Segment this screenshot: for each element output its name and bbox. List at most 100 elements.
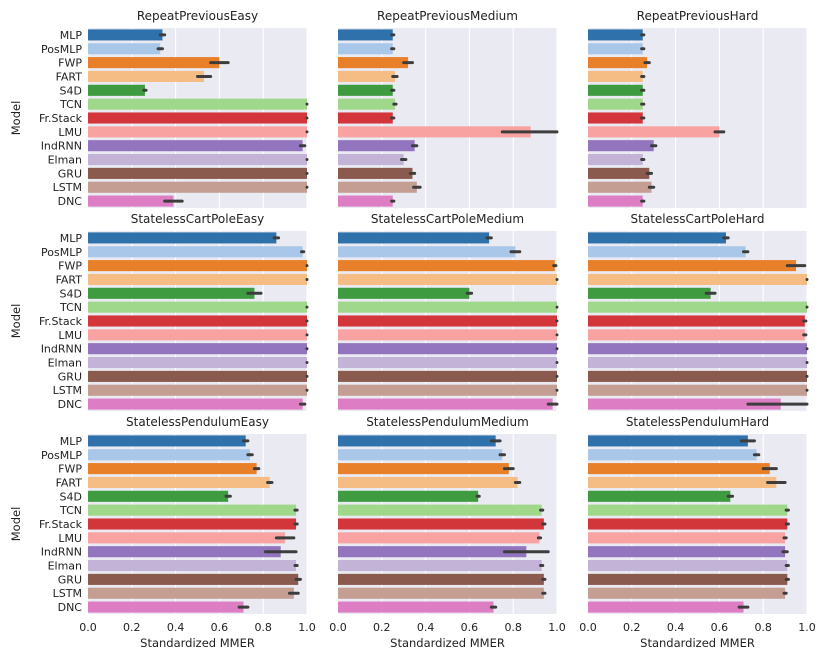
bar-lmu	[88, 329, 307, 341]
x-tick-label: 0.4	[417, 621, 435, 634]
bar-gru	[338, 370, 557, 382]
bar-lmu	[338, 126, 531, 138]
bar-elman	[588, 357, 807, 369]
bar-fwp	[88, 57, 220, 69]
panel-title: StatelessPendulumHard	[626, 415, 769, 429]
y-tick-label: Fr.Stack	[39, 518, 83, 531]
bar-lstm	[88, 181, 307, 193]
bar-posmlp	[588, 449, 757, 461]
y-tick-label: S4D	[60, 287, 82, 300]
bar-fr-stack	[588, 315, 805, 327]
bar-fwp	[338, 463, 509, 475]
y-tick-label: IndRNN	[41, 546, 82, 559]
y-tick-label: GRU	[58, 573, 82, 586]
bar-posmlp	[88, 246, 303, 258]
bar-lstm	[588, 587, 786, 599]
panel-statelesscartpolehard: StatelessCartPoleHard	[587, 212, 809, 411]
y-tick-label: S4D	[60, 490, 82, 503]
x-tick-label: 0.0	[579, 621, 597, 634]
x-tick-label: 0.0	[79, 621, 97, 634]
panel-title: StatelessCartPoleHard	[631, 212, 765, 226]
bar-gru	[588, 573, 788, 585]
bar-lmu	[88, 532, 286, 544]
panel-title: RepeatPreviousMedium	[377, 9, 518, 23]
bar-indrnn	[88, 546, 281, 558]
bar-gru	[588, 167, 650, 179]
y-tick-label: LSTM	[53, 384, 82, 397]
x-tick-label: 0.4	[167, 621, 185, 634]
bar-tcn	[588, 98, 643, 110]
y-tick-label: LMU	[58, 532, 82, 545]
panel-statelesscartpolemedium: StatelessCartPoleMedium	[337, 212, 559, 411]
bar-indrnn	[338, 343, 557, 355]
panel-repeatpreviousmedium: RepeatPreviousMedium	[337, 9, 559, 208]
y-tick-label: LSTM	[53, 181, 82, 194]
bar-fr-stack	[88, 112, 307, 124]
bar-s4d	[338, 490, 479, 502]
bar-fwp	[588, 463, 770, 475]
bar-mlp	[338, 29, 393, 41]
bar-lstm	[588, 181, 652, 193]
bar-fr-stack	[88, 518, 297, 530]
bar-fart	[338, 70, 395, 82]
y-tick-label: FWP	[58, 57, 82, 70]
bar-indrnn	[588, 140, 654, 152]
bar-s4d	[338, 287, 470, 299]
bar-dnc	[88, 601, 244, 613]
bar-elman	[338, 154, 404, 166]
bar-s4d	[88, 84, 145, 96]
panel-repeatpreviouseasy: RepeatPreviousEasy MLPPosMLPFWPFARTS4DTCN…	[9, 9, 309, 208]
bar-dnc	[338, 398, 553, 410]
y-tick-label: GRU	[58, 167, 82, 180]
bar-elman	[88, 154, 307, 166]
bar-fart	[338, 273, 557, 285]
bar-tcn	[588, 301, 807, 313]
panel-statelesscartpoleeasy: StatelessCartPoleEasy MLPPosMLPFWPFARTS4D…	[9, 212, 309, 411]
y-tick-label: GRU	[58, 370, 82, 383]
bar-dnc	[88, 398, 303, 410]
panel-statelesspendulummedium: StatelessPendulumMedium 0.0 0.2 0.4 0.6 0.8 1.…	[329, 415, 566, 650]
x-tick-label: 1.0	[798, 621, 816, 634]
bar-fr-stack	[588, 112, 643, 124]
bar-fwp	[88, 260, 307, 272]
bar-dnc	[338, 601, 494, 613]
bar-dnc	[588, 195, 643, 207]
y-tick-label: Fr.Stack	[39, 112, 83, 125]
bar-mlp	[88, 232, 277, 244]
bar-posmlp	[338, 449, 503, 461]
bar-tcn	[88, 98, 307, 110]
bar-fr-stack	[588, 518, 788, 530]
y-tick-label: DNC	[58, 398, 83, 411]
y-tick-label: MLP	[60, 435, 83, 448]
y-tick-label: DNC	[58, 195, 83, 208]
panel-title: RepeatPreviousHard	[637, 9, 759, 23]
bar-fart	[88, 476, 270, 488]
y-tick-label: FART	[56, 273, 83, 286]
y-tick-label: MLP	[60, 29, 83, 42]
bar-mlp	[588, 29, 643, 41]
x-tick-label: 0.4	[667, 621, 685, 634]
x-tick-label: 0.8	[754, 621, 772, 634]
bar-elman	[338, 357, 557, 369]
bar-fart	[588, 273, 807, 285]
y-tick-label: DNC	[58, 601, 83, 614]
bar-gru	[88, 370, 307, 382]
bar-lmu	[588, 126, 720, 138]
y-tick-label: FWP	[58, 260, 82, 273]
bar-posmlp	[88, 449, 251, 461]
y-tick-label: PosMLP	[41, 449, 82, 462]
x-axis-label: Standardized MMER	[640, 636, 755, 650]
bar-elman	[588, 560, 788, 572]
y-tick-label: FART	[56, 476, 83, 489]
y-tick-label: FART	[56, 70, 83, 83]
bar-mlp	[88, 29, 163, 41]
y-tick-label: PosMLP	[41, 246, 82, 259]
y-tick-label: FWP	[58, 463, 82, 476]
y-tick-label: IndRNN	[41, 140, 82, 153]
bar-fwp	[588, 260, 797, 272]
bar-lstm	[88, 587, 294, 599]
panel-title: StatelessCartPoleEasy	[131, 212, 265, 226]
x-tick-label: 0.6	[211, 621, 229, 634]
bar-gru	[88, 573, 299, 585]
bar-fart	[588, 476, 777, 488]
